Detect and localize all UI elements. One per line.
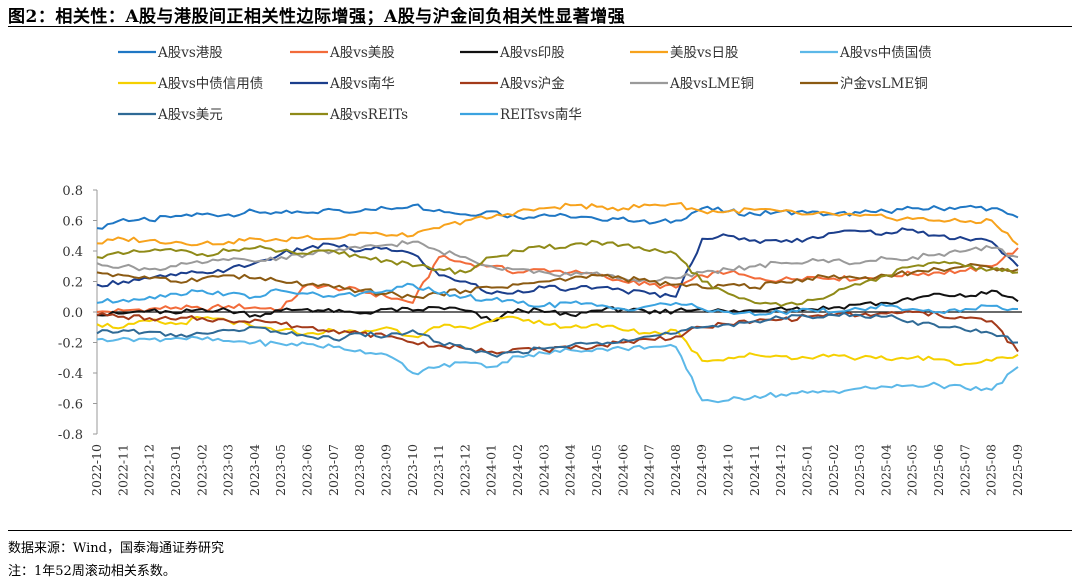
- series-line: [96, 335, 1019, 404]
- legend-item: 沪金vsLME铜: [800, 76, 928, 92]
- series-line: [96, 311, 1019, 358]
- bottom-divider: [8, 530, 1072, 531]
- y-tick-label: -0.6: [58, 398, 83, 413]
- figure-title: 图2：相关性：A股与港股间正相关性边际增强；A股与沪金间负相关性显著增强: [8, 7, 626, 27]
- series-line: [96, 263, 1019, 300]
- series-line: [96, 203, 1019, 230]
- series-line: [96, 202, 1019, 247]
- legend-label: A股vsREITs: [329, 107, 408, 123]
- y-tick-label: 0.0: [62, 306, 83, 321]
- legend-label: 沪金vsLME铜: [840, 76, 928, 92]
- x-tick-label: 2023-09: [378, 444, 393, 496]
- x-tick-label: 2025-06: [931, 444, 946, 496]
- y-tick-label: 0.8: [62, 184, 83, 199]
- x-tick-label: 2023-12: [457, 444, 472, 496]
- y-tick-label: -0.8: [58, 428, 83, 443]
- legend-item: A股vsREITs: [290, 107, 408, 123]
- legend-item: A股vs港股: [118, 45, 223, 61]
- x-tick-label: 2024-05: [589, 444, 604, 496]
- x-tick-label: 2023-07: [326, 444, 341, 496]
- legend-label: A股vs美股: [329, 45, 395, 61]
- correlation-line-chart: A股vs港股 A股vs美股 A股vs印股 美股vs日股 A股vs中债国债 A股vs中债信用…: [58, 45, 1025, 496]
- x-tick-label: 2023-10: [405, 444, 420, 496]
- x-tick-label: 2022-10: [89, 444, 104, 496]
- x-tick-label: 2024-12: [773, 444, 788, 496]
- x-tick-label: 2025-03: [852, 444, 867, 496]
- legend-item: A股vs中债信用债: [118, 76, 263, 92]
- legend-item: A股vs美元: [118, 107, 223, 123]
- x-tick-label: 2022-11: [115, 444, 130, 496]
- x-tick-label: 2025-07: [957, 444, 972, 496]
- x-tick-label: 2023-05: [273, 444, 288, 496]
- legend-label: A股vs中债信用债: [157, 76, 263, 92]
- x-tick-label: 2025-09: [1010, 444, 1025, 496]
- y-axis: -0.8 -0.6 -0.4 -0.2 0.0 0.2 0.4 0.6 0.8: [58, 184, 98, 443]
- x-tick-label: 2024-10: [721, 444, 736, 496]
- x-tick-label: 2023-08: [352, 444, 367, 496]
- legend-item: A股vs南华: [290, 76, 395, 92]
- x-tick-label: 2025-02: [826, 444, 841, 496]
- x-tick-label: 2025-05: [905, 444, 920, 496]
- series-line: [96, 239, 1019, 307]
- legend-item: A股vs中债国债: [800, 45, 932, 61]
- series-line: [96, 289, 1019, 323]
- legend-item: A股vs美股: [290, 45, 395, 61]
- y-tick-label: 0.2: [62, 276, 83, 291]
- x-tick-label: 2023-03: [221, 444, 236, 496]
- x-tick-label: 2024-09: [694, 444, 709, 496]
- x-tick-label: 2024-02: [510, 444, 525, 496]
- legend-label: A股vs美元: [157, 107, 223, 123]
- y-tick-label: 0.6: [62, 215, 83, 230]
- legend-item: REITsvs南华: [460, 107, 582, 123]
- x-tick-label: 2024-06: [615, 444, 630, 496]
- legend-label: A股vs南华: [329, 76, 395, 92]
- legend-label: 美股vs日股: [670, 45, 739, 61]
- x-tick-label: 2023-04: [247, 444, 262, 496]
- legend-label: A股vsLME铜: [669, 76, 754, 92]
- legend-label: A股vs印股: [499, 45, 565, 61]
- legend-item: 美股vs日股: [630, 45, 739, 61]
- legend-label: A股vs港股: [157, 45, 223, 61]
- x-tick-label: 2025-08: [984, 444, 999, 496]
- x-tick-label: 2024-01: [484, 444, 499, 496]
- x-tick-label: 2024-08: [668, 444, 683, 496]
- legend-item: A股vs印股: [460, 45, 565, 61]
- legend-label: A股vs中债国债: [839, 45, 932, 61]
- legend-label: A股vs沪金: [499, 76, 565, 92]
- legend-item: A股vs沪金: [460, 76, 565, 92]
- x-axis: 2022-10 2022-11 2022-12 2023-01 2023-02 2023-…: [89, 311, 1025, 496]
- legend-item: A股vsLME铜: [630, 76, 754, 92]
- x-tick-label: 2023-06: [300, 444, 315, 496]
- footnote: 注：1年52周滚动相关系数。: [8, 564, 176, 579]
- x-tick-label: 2023-01: [168, 444, 183, 496]
- legend: A股vs港股 A股vs美股 A股vs印股 美股vs日股 A股vs中债国债 A股vs中债信用…: [118, 45, 932, 123]
- x-tick-label: 2024-03: [536, 444, 551, 496]
- title-divider: [8, 26, 1072, 27]
- y-tick-label: -0.2: [58, 337, 83, 352]
- x-tick-label: 2025-04: [878, 444, 893, 496]
- x-tick-label: 2025-01: [799, 444, 814, 496]
- series-line: [96, 282, 1019, 317]
- y-tick-label: 0.4: [62, 245, 83, 260]
- legend-label: REITsvs南华: [500, 107, 582, 123]
- series-line: [96, 240, 1019, 283]
- x-tick-label: 2024-04: [563, 444, 578, 496]
- series-line: [96, 315, 1019, 367]
- x-tick-label: 2024-11: [747, 444, 762, 496]
- x-tick-label: 2022-12: [142, 444, 157, 496]
- plot-area: [96, 202, 1019, 404]
- data-source-note: 数据来源：Wind，国泰海通证券研究: [8, 541, 224, 556]
- x-tick-label: 2023-02: [194, 444, 209, 496]
- y-tick-label: -0.4: [58, 367, 83, 382]
- x-tick-label: 2023-11: [431, 444, 446, 496]
- series-line: [96, 227, 1019, 299]
- x-tick-label: 2024-07: [642, 444, 657, 496]
